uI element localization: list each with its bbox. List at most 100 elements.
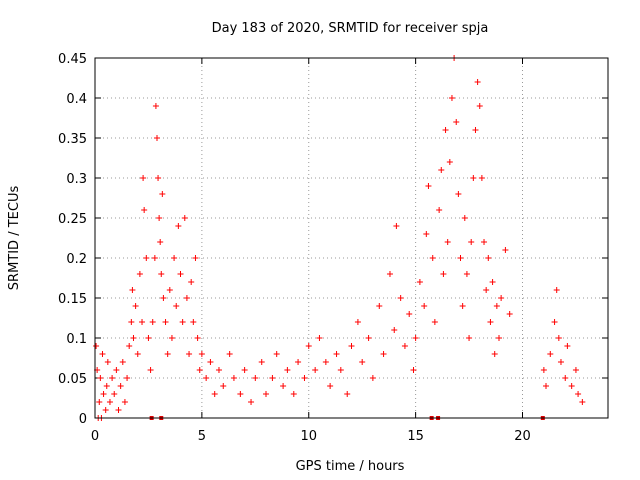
scatter-point — [113, 367, 120, 373]
scatter-point — [312, 367, 319, 373]
scatter-point — [369, 375, 376, 381]
scatter-point — [557, 359, 564, 365]
scatter-point — [175, 223, 182, 229]
scatter-point — [305, 343, 312, 349]
scatter-point — [506, 311, 513, 317]
scatter-point — [483, 287, 490, 293]
scatter-point — [177, 271, 184, 277]
scatter-point — [551, 319, 558, 325]
scatter-point — [547, 351, 554, 357]
scatter-point — [211, 391, 218, 397]
scatter-point — [579, 399, 586, 405]
scatter-point — [162, 319, 169, 325]
scatter-point — [348, 343, 355, 349]
scatter-point — [241, 367, 248, 373]
y-axis: 0 0.05 0.1 0.15 0.2 0.25 0.3 0.35 0.4 0.45 — [58, 52, 608, 427]
scatter-point — [149, 319, 156, 325]
scatter-point — [220, 383, 227, 389]
scatter-point — [226, 351, 233, 357]
scatter-point — [457, 255, 464, 261]
scatter-point — [153, 135, 160, 141]
scatter-point — [157, 239, 164, 245]
scatter-point — [397, 295, 404, 301]
scatter-point — [237, 391, 244, 397]
scatter-point — [130, 335, 137, 341]
chart-title: Day 183 of 2020, SRMTID for receiver spj… — [212, 21, 489, 36]
scatter-point — [423, 231, 430, 237]
scatter-point — [543, 383, 550, 389]
scatter-point — [119, 359, 126, 365]
scatter-point — [124, 375, 131, 381]
scatter-point — [540, 367, 547, 373]
scatter-point — [474, 79, 481, 85]
grid-lines — [95, 58, 608, 418]
scatter-point — [327, 383, 334, 389]
scatter-point — [207, 359, 214, 365]
scatter-point — [181, 215, 188, 221]
scatter-point — [109, 375, 116, 381]
scatter-point — [155, 175, 162, 181]
scatter-point — [487, 319, 494, 325]
scatter-point — [215, 367, 222, 373]
scatter-point — [128, 319, 135, 325]
y-tick-label: 0.35 — [58, 132, 87, 147]
scatter-point — [553, 287, 560, 293]
scatter-point — [295, 359, 302, 365]
x-axis: 0 5 10 15 20 — [91, 58, 531, 444]
scatter-point — [106, 399, 113, 405]
scatter-point — [252, 375, 259, 381]
scatter-point — [141, 207, 148, 213]
scatter-point — [472, 127, 479, 133]
scatter-point — [151, 255, 158, 261]
scatter-point — [459, 303, 466, 309]
scatter-point — [100, 391, 107, 397]
scatter-point — [301, 375, 308, 381]
scatter-point — [354, 319, 361, 325]
scatter-point — [564, 343, 571, 349]
scatter-point — [376, 303, 383, 309]
scatter-point — [194, 335, 201, 341]
scatter-point — [575, 391, 582, 397]
scatter-point — [393, 223, 400, 229]
scatter-point — [284, 367, 291, 373]
scatter-point — [196, 367, 203, 373]
scatter-point — [485, 255, 492, 261]
scatter-point — [173, 303, 180, 309]
scatter-point — [147, 367, 154, 373]
scatter-point — [126, 343, 133, 349]
scatter-point — [416, 279, 423, 285]
scatter-point — [344, 391, 351, 397]
scatter-point — [406, 311, 413, 317]
scatter-point — [115, 407, 122, 413]
scatter-point — [203, 375, 210, 381]
scatter-point — [164, 351, 171, 357]
scatter-point — [453, 119, 460, 125]
scatter-point — [468, 239, 475, 245]
x-axis-label: GPS time / hours — [296, 459, 405, 474]
scatter-point — [489, 279, 496, 285]
scatter-point — [96, 399, 103, 405]
scatter-point — [159, 191, 166, 197]
scatter-point — [446, 159, 453, 165]
scatter-point — [455, 191, 462, 197]
scatter-point — [139, 319, 146, 325]
y-tick-label: 0.05 — [58, 372, 87, 387]
scatter-points — [93, 55, 586, 421]
y-tick-label: 0.1 — [66, 332, 87, 347]
scatter-point — [143, 255, 150, 261]
scatter-point — [442, 127, 449, 133]
scatter-point — [572, 367, 579, 373]
scatter-point — [140, 175, 147, 181]
scatter-point — [263, 391, 269, 397]
scatter-point — [498, 295, 505, 301]
scatter-point — [136, 271, 143, 277]
scatter-point — [391, 327, 398, 333]
scatter-point — [448, 95, 455, 101]
scatter-point — [280, 383, 287, 389]
scatter-point — [97, 375, 104, 381]
scatter-point — [502, 247, 509, 253]
y-axis-label: SRMTID / TECUs — [7, 186, 22, 291]
x-tick-label: 0 — [91, 429, 99, 444]
scatter-point — [186, 351, 193, 357]
scatter-point — [401, 343, 408, 349]
